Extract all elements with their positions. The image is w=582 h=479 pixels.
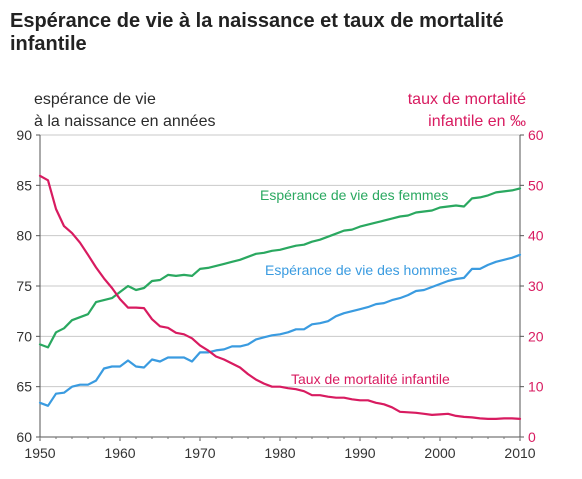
x-tick-label: 1990: [344, 445, 375, 461]
y-left-tick-label: 75: [16, 278, 32, 294]
y-left-tick-label: 65: [16, 379, 32, 395]
x-tick-label: 2010: [504, 445, 535, 461]
x-tick-label: 1960: [104, 445, 135, 461]
women-life-expectancy-line: [38, 187, 522, 349]
y-right-tick-label: 60: [528, 127, 544, 143]
infant-mortality-line: [38, 174, 522, 420]
x-tick-label: 1980: [264, 445, 295, 461]
y-left-tick-label: 60: [16, 429, 32, 445]
y-axis-left-label: espérance de vie à la naissance en années: [34, 91, 215, 130]
x-tick-label: 1970: [184, 445, 215, 461]
women-series-label: Espérance de vie des femmes: [260, 187, 448, 203]
y-right-tick-label: 0: [528, 429, 536, 445]
y-right-tick-label: 30: [528, 278, 544, 294]
y-right-tick-label: 50: [528, 177, 544, 193]
series-lines: [38, 174, 522, 420]
y-left-tick-label: 80: [16, 228, 32, 244]
y-axis-right-label-line: infantile en ‰: [428, 113, 526, 130]
men-series-label: Espérance de vie des hommes: [265, 262, 457, 278]
y-right-tick-label: 10: [528, 379, 544, 395]
x-tick-label: 1950: [24, 445, 55, 461]
grid: [40, 134, 520, 438]
y-left-tick-label: 70: [16, 328, 32, 344]
series-labels: Espérance de vie des femmes Espérance de …: [260, 187, 457, 387]
x-tick-label: 2000: [424, 445, 455, 461]
mortality-series-label: Taux de mortalité infantile: [291, 371, 450, 387]
y-axis-left-label-line: espérance de vie: [34, 91, 156, 108]
y-axis-right-label: taux de mortalité infantile en ‰: [408, 91, 526, 130]
y-left-tick-label: 85: [16, 177, 32, 193]
y-axis-right-label-line: taux de mortalité: [408, 91, 526, 108]
chart-title: Espérance de vie à la naissance et taux …: [10, 10, 504, 55]
y-axis-left-label-line: à la naissance en années: [34, 113, 215, 130]
y-right-tick-label: 20: [528, 328, 544, 344]
y-right-tick-label: 40: [528, 228, 544, 244]
men-life-expectancy-line: [38, 253, 522, 407]
y-left-tick-label: 90: [16, 127, 32, 143]
